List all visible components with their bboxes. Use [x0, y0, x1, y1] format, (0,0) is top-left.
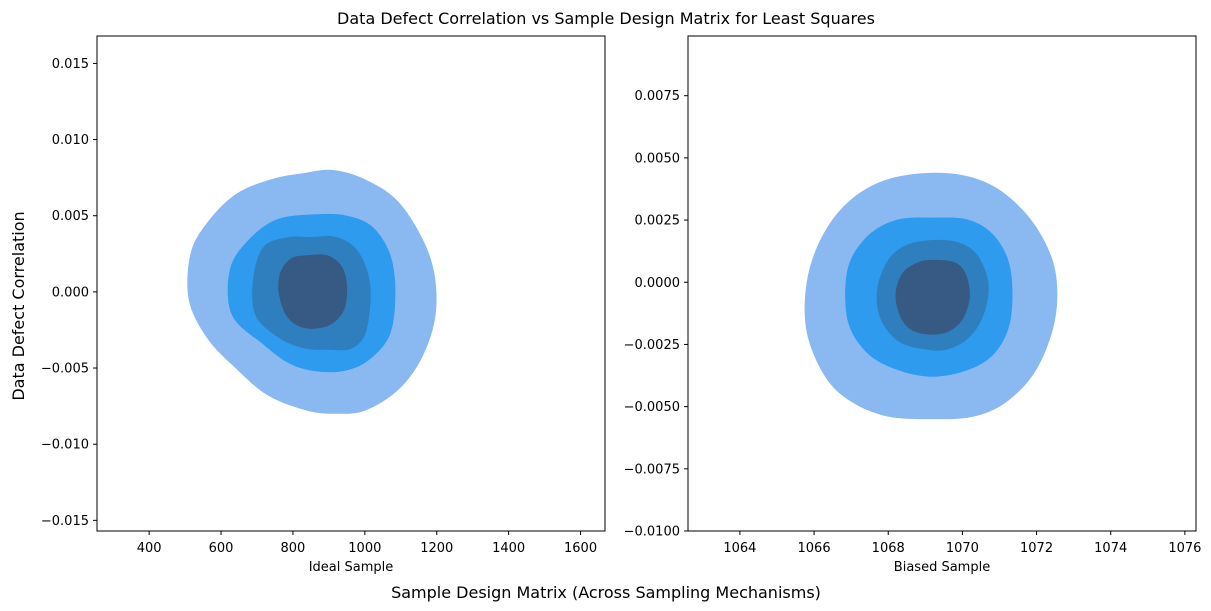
panel-xlabel: Biased Sample: [894, 560, 990, 575]
x-tick-label: 1400: [492, 541, 525, 556]
y-tick-label: −0.0075: [624, 462, 680, 477]
plot-frame: [687, 35, 1197, 532]
y-tick-label: 0.000: [52, 285, 89, 300]
panel-xlabel: Ideal Sample: [309, 560, 394, 575]
density-level-4: [278, 254, 348, 329]
plot-frame: [96, 35, 606, 532]
x-tick-label: 1076: [1168, 541, 1201, 556]
chart-panel-biased: 1064 1066 1068 1070 1072 1074 1076 −0.0100−0.0…: [624, 35, 1201, 575]
x-axis-ticks: 1064 1066 1068 1070 1072 1074 1076: [723, 531, 1201, 556]
x-tick-label: 1064: [723, 541, 756, 556]
x-tick-label: 1072: [1020, 541, 1053, 556]
x-tick-label: 1074: [1094, 541, 1127, 556]
x-axis-label: Sample Design Matrix (Across Sampling Me…: [391, 583, 821, 602]
y-tick-label: 0.0000: [635, 276, 681, 291]
x-tick-label: 800: [281, 541, 306, 556]
y-tick-label: −0.0025: [624, 338, 680, 353]
y-tick-label: 0.0050: [635, 151, 681, 166]
y-tick-label: 0.005: [52, 209, 89, 224]
x-tick-label: 600: [209, 541, 234, 556]
x-tick-label: 1068: [872, 541, 905, 556]
figure-title: Data Defect Correlation vs Sample Design…: [337, 9, 875, 28]
y-tick-label: −0.010: [41, 438, 89, 453]
y-axis-ticks: −0.015 −0.010 −0.005 0.000 0.005 0.010 0.015: [41, 57, 97, 529]
y-tick-label: 0.0025: [635, 214, 681, 229]
x-tick-label: 400: [137, 541, 162, 556]
chart-panel-ideal: 400 600 800 1000 1200 1400 1600 −0.015−0.010−0…: [41, 35, 606, 575]
x-tick-label: 1200: [420, 541, 453, 556]
y-tick-label: −0.0050: [624, 400, 680, 415]
x-tick-label: 1000: [348, 541, 381, 556]
contour-group: [187, 169, 437, 414]
y-tick-label: 0.010: [52, 133, 89, 148]
y-tick-label: 0.015: [52, 57, 89, 72]
y-tick-label: −0.005: [41, 362, 89, 377]
x-tick-label: 1600: [564, 541, 597, 556]
x-tick-label: 1066: [798, 541, 831, 556]
y-tick-label: 0.0075: [635, 89, 681, 104]
x-axis-ticks: 400 600 800 1000 1200 1400 1600: [137, 531, 597, 556]
y-tick-label: −0.015: [41, 514, 89, 529]
y-tick-label: −0.0100: [624, 525, 680, 540]
x-tick-label: 1070: [946, 541, 979, 556]
y-axis-label: Data Defect Correlation: [9, 211, 28, 400]
y-axis-ticks: −0.0100 −0.0075 −0.0050 −0.0025 0.0000 0.0025…: [624, 89, 688, 540]
density-level-4: [895, 259, 970, 335]
contour-group: [804, 172, 1058, 420]
